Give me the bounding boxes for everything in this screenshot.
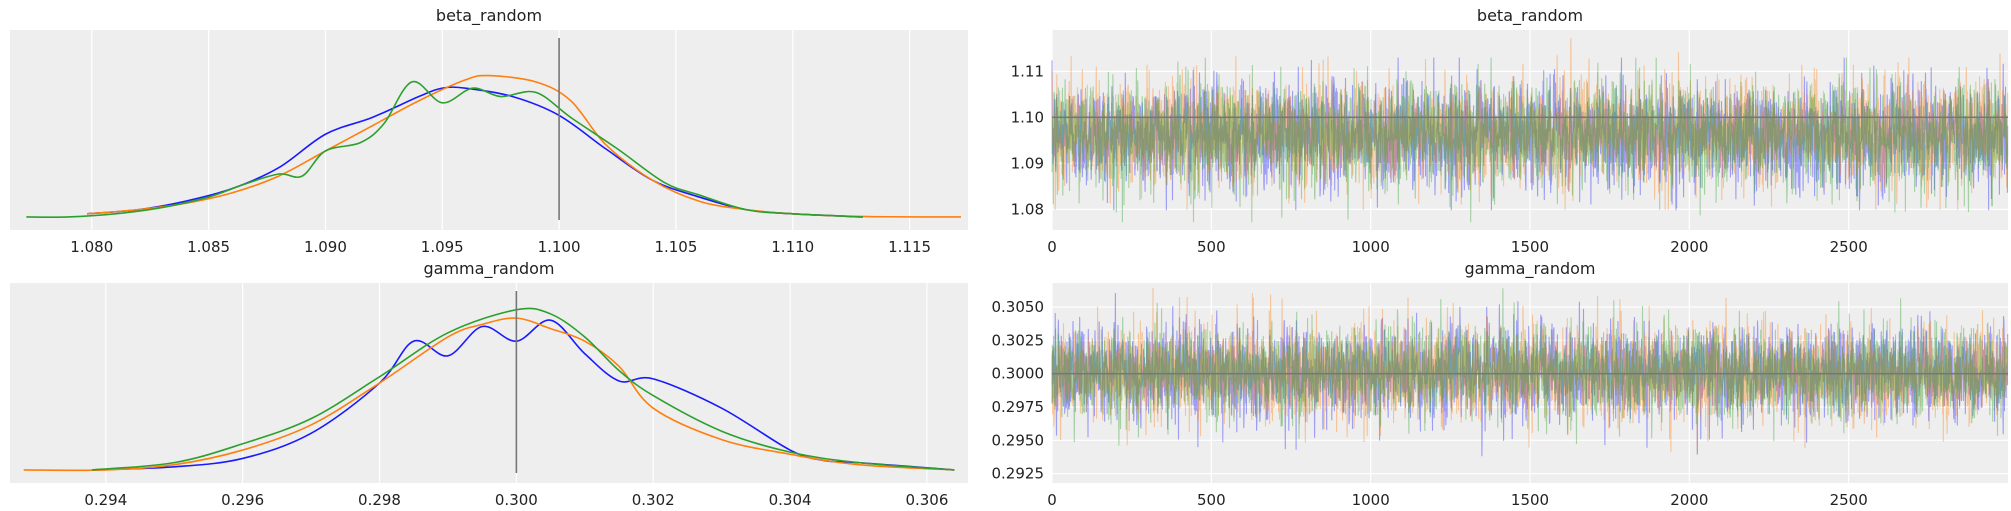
beta-density-xtick-label: 1.090 [304, 238, 347, 256]
gamma-trace-series-1 [1051, 288, 2009, 453]
beta-density-plot-area [10, 30, 968, 230]
gamma-density-xtick-label: 0.296 [221, 491, 264, 509]
beta-trace-title: beta_random [1477, 6, 1583, 26]
gamma-trace-xtick-label: 2000 [1670, 491, 1708, 509]
gamma-trace-ytick-label: 0.2975 [992, 398, 1045, 416]
gamma-trace-xtick-label: 0 [1047, 491, 1057, 509]
gamma-trace-panel: gamma_random 0 500 1000 1500 2000 2500 0.2925 0.… [992, 259, 2009, 509]
gamma-trace-ytick-label: 0.3000 [992, 365, 1045, 383]
gamma-density-xtick-label: 0.302 [632, 491, 675, 509]
beta-density-xtick-label: 1.110 [771, 238, 814, 256]
gamma-density-xtick-label: 0.304 [769, 491, 812, 509]
beta-density-xtick-label: 1.100 [538, 238, 581, 256]
gamma-trace-xtick-label: 2500 [1830, 491, 1868, 509]
gamma-trace-series-2 [1051, 288, 2009, 446]
gamma-trace-xtick-label: 500 [1197, 491, 1226, 509]
beta-density-xtick-label: 1.105 [654, 238, 697, 256]
beta-density-xtick-label: 1.115 [888, 238, 931, 256]
beta-trace-xtick-label: 1500 [1511, 238, 1549, 256]
beta-trace-series-0 [1051, 57, 2009, 211]
beta-density-xtick-label: 1.095 [421, 238, 464, 256]
beta-trace-xtick-label: 2500 [1830, 238, 1868, 256]
gamma-density-series-2 [92, 307, 955, 471]
gamma-density-xtick-label: 0.298 [358, 491, 401, 509]
gamma-trace-title: gamma_random [1465, 259, 1596, 279]
beta-density-series-2 [26, 80, 863, 218]
gamma-density-panel: gamma_random 0.294 0.296 0.298 0.300 0.302 0.3… [10, 259, 968, 509]
gamma-trace-ytick-label: 0.3050 [992, 298, 1045, 316]
beta-density-panel: beta_random 1.080 1.085 1.090 1.095 1.100 1.10… [10, 6, 968, 256]
beta-trace-ytick-label: 1.09 [1011, 154, 1044, 172]
gamma-density-title: gamma_random [424, 259, 555, 279]
beta-density-title: beta_random [436, 6, 542, 26]
gamma-density-xtick-label: 0.294 [84, 491, 127, 509]
beta-trace-series-1 [1051, 38, 2009, 210]
gamma-density-plot-area [10, 283, 968, 483]
beta-trace-xtick-label: 1000 [1352, 238, 1390, 256]
beta-density-xtick-label: 1.080 [70, 238, 113, 256]
beta-trace-xtick-label: 2000 [1670, 238, 1708, 256]
beta-trace-ytick-label: 1.11 [1011, 62, 1044, 80]
gamma-trace-ytick-label: 0.2925 [992, 465, 1045, 483]
gamma-density-xtick-label: 0.306 [905, 491, 948, 509]
beta-trace-panel: beta_random 0 500 1000 1500 2000 2500 1.08 1.09 1… [1011, 6, 2009, 256]
gamma-density-xtick-label: 0.300 [495, 491, 538, 509]
gamma-trace-ytick-label: 0.2950 [992, 431, 1045, 449]
beta-trace-ytick-label: 1.08 [1011, 200, 1044, 218]
gamma-trace-xtick-label: 1000 [1352, 491, 1390, 509]
beta-trace-xtick-label: 500 [1197, 238, 1226, 256]
gamma-density-series-1 [23, 317, 955, 472]
beta-trace-xtick-label: 0 [1047, 238, 1057, 256]
beta-density-xtick-label: 1.085 [187, 238, 230, 256]
beta-trace-series-2 [1051, 57, 2009, 223]
beta-trace-ytick-label: 1.10 [1011, 108, 1044, 126]
gamma-trace-ytick-label: 0.3025 [992, 331, 1045, 349]
gamma-trace-xtick-label: 1500 [1511, 491, 1549, 509]
